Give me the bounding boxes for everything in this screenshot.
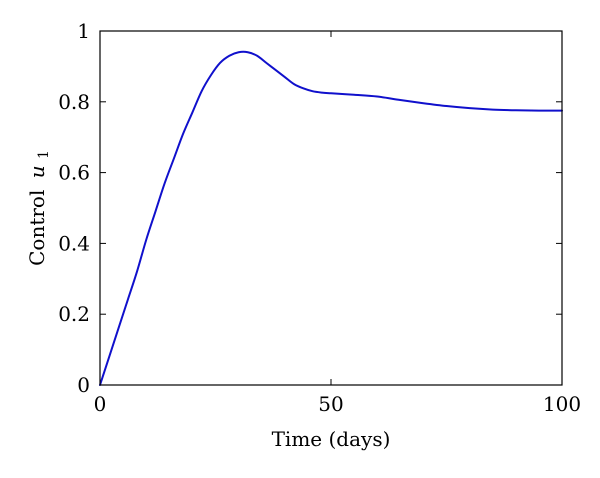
plot-frame — [99, 30, 563, 386]
y-tick-label: 0 — [77, 373, 90, 397]
x-tick-label: 100 — [543, 392, 581, 416]
tick-labels-layer: 0 50 100 0 0.2 0.4 0.6 0.8 1 — [58, 19, 581, 416]
x-tick-label: 50 — [318, 392, 343, 416]
y-axis-label-text: Control — [25, 190, 49, 266]
y-axis-label-symbol: u — [25, 165, 49, 178]
series-line — [99, 50, 563, 386]
x-axis-label: Time (days) — [272, 427, 391, 451]
y-tick-label: 0.2 — [58, 302, 90, 326]
y-tick-label: 1 — [77, 19, 90, 43]
y-tick-label: 0.4 — [58, 231, 90, 255]
ticks-layer — [99, 30, 563, 386]
y-tick-label: 0.6 — [58, 161, 90, 185]
x-tick-label: 0 — [94, 392, 107, 416]
y-axis-label: Control u 1 — [25, 150, 52, 266]
y-tick-label: 0.8 — [58, 90, 90, 114]
y-axis-label-subscript: 1 — [36, 150, 52, 159]
